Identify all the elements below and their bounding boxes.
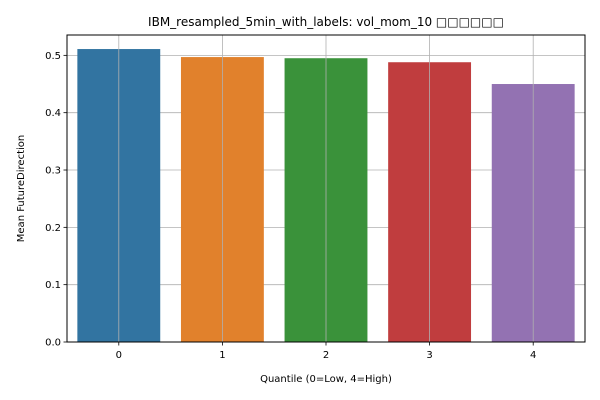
y-tick-label: 0.3 [45, 166, 61, 177]
y-ticks: 0.0 0.1 0.2 0.3 0.4 0.5 [45, 51, 67, 349]
x-grid [118, 35, 534, 342]
chart-title: IBM_resampled_5min_with_labels: vol_mom_… [148, 15, 504, 29]
x-tick-label: 4 [530, 350, 536, 361]
y-axis-label: Mean FutureDirection [16, 135, 27, 242]
x-tick-label: 3 [426, 350, 432, 361]
y-tick-label: 0.5 [45, 51, 61, 62]
y-tick-label: 0.0 [45, 338, 61, 349]
y-tick-label: 0.1 [45, 280, 61, 291]
x-axis-label: Quantile (0=Low, 4=High) [260, 374, 392, 385]
x-tick-label: 0 [116, 350, 122, 361]
y-tick-label: 0.4 [45, 108, 61, 119]
x-tick-label: 2 [323, 350, 329, 361]
y-tick-label: 0.2 [45, 223, 61, 234]
x-ticks: 0 1 2 3 4 [116, 342, 536, 361]
x-tick-label: 1 [219, 350, 225, 361]
